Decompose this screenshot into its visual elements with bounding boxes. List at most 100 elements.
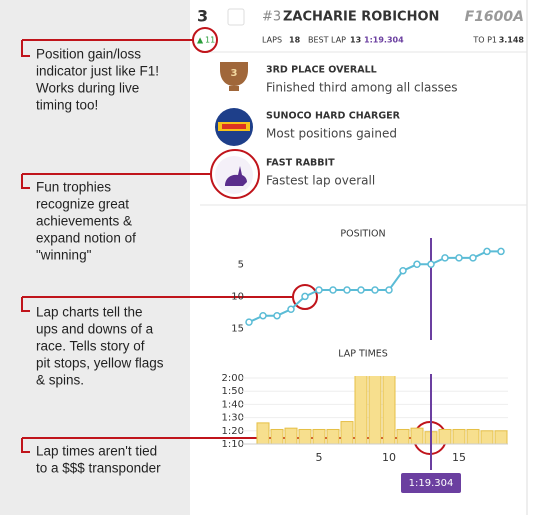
- bar: [396, 428, 410, 445]
- position-point: [385, 286, 393, 294]
- trophy-subtitle: Most positions gained: [266, 127, 397, 141]
- y-tick-label: 1:30: [222, 413, 244, 424]
- laps: 18: [289, 36, 301, 45]
- annotation: & spins.: [36, 373, 84, 388]
- bar: [256, 422, 270, 445]
- annotation: "winning": [36, 248, 92, 263]
- bar: [312, 428, 326, 445]
- chart-title: LAP TIMES: [338, 349, 388, 360]
- annotation: recognize great: [36, 197, 129, 212]
- callout-circle: [192, 27, 218, 53]
- annotation: timing too!: [36, 98, 98, 113]
- trophy-subtitle: Finished third among all classes: [266, 81, 457, 95]
- callout-bracket: [21, 40, 30, 57]
- annotation: Fun trophies: [36, 180, 111, 195]
- position-point: [287, 305, 295, 314]
- bar: [494, 430, 508, 445]
- position-point: [441, 254, 449, 262]
- bar: [270, 428, 284, 445]
- tooltip-box: [401, 473, 461, 493]
- annotation: Lap charts tell the: [36, 305, 143, 320]
- position-point: [427, 260, 435, 269]
- y-tick-label: 5: [238, 259, 244, 270]
- position: 3: [197, 7, 208, 26]
- position-point: [259, 311, 267, 320]
- y-tick-label: 1:10: [222, 439, 244, 450]
- position-point: [469, 254, 477, 262]
- position-point: [455, 254, 463, 262]
- position-point: [371, 286, 379, 294]
- annotation: Lap times aren't tied: [36, 444, 157, 459]
- y-tick-label: 1:40: [222, 399, 244, 410]
- annotation: race. Tells story of: [36, 339, 145, 354]
- bar: [410, 427, 424, 445]
- gain-arrow: ▲: [197, 36, 204, 45]
- trophy-icon: 3: [220, 62, 248, 91]
- position-point: [399, 266, 407, 275]
- position-point: [413, 260, 421, 269]
- annotation: ups and downs of a: [36, 322, 154, 337]
- bar: [368, 376, 382, 445]
- position-point: [329, 286, 337, 294]
- y-tick-label: 1:20: [222, 426, 244, 437]
- position-point: [357, 286, 365, 294]
- bar: [298, 428, 312, 445]
- bar: [326, 428, 340, 445]
- bar: [466, 428, 480, 445]
- bars: [256, 376, 508, 445]
- position-point: [301, 292, 309, 301]
- position-point: [273, 311, 281, 320]
- laps-label: LAPS: [262, 36, 282, 45]
- rabbit-icon: [215, 156, 253, 194]
- annotation: Position gain/loss: [36, 47, 141, 62]
- driver: ZACHARIE ROBICHON: [283, 10, 439, 25]
- bar: [382, 376, 396, 445]
- best-lap-label: BEST LAP: [308, 36, 346, 45]
- y-tick-label: 10: [231, 291, 244, 302]
- trophy-subtitle: Fastest lap overall: [266, 174, 375, 188]
- position-point: [315, 286, 323, 294]
- position-point: [483, 247, 491, 256]
- y-tick-label: 1:50: [222, 386, 244, 397]
- annotation-panel: [0, 0, 190, 515]
- best-lap-number: 13: [350, 36, 361, 45]
- expand-button[interactable]: [227, 8, 245, 26]
- chart-title: POSITION: [340, 229, 385, 240]
- annotation: achievements &: [36, 214, 132, 229]
- x-tick-label: 5: [316, 451, 323, 464]
- callout-bracket: [21, 438, 30, 453]
- trophy-badge: 3: [231, 68, 238, 79]
- best-lap-time: 1:19.304: [364, 36, 404, 45]
- trophy-title: SUNOCO HARD CHARGER: [266, 111, 401, 122]
- position-point: [497, 247, 505, 256]
- bar: [354, 376, 368, 445]
- x-tick-label: 10: [382, 451, 396, 464]
- annotation: Works during live: [36, 81, 139, 96]
- car-number: #3: [262, 10, 281, 25]
- bar: [340, 421, 354, 445]
- y-tick-label: 15: [231, 324, 244, 335]
- callout-bracket: [21, 297, 30, 312]
- annotation: indicator just like F1!: [36, 64, 159, 79]
- to-p1: 3.148: [499, 36, 525, 45]
- callout-circle: [292, 284, 318, 310]
- bar: [284, 427, 298, 445]
- trophy-title: 3RD PLACE OVERALL: [266, 65, 377, 76]
- trophy-title: FAST RABBIT: [266, 158, 335, 169]
- annotation: expand notion of: [36, 231, 136, 246]
- gain: 11: [205, 36, 215, 45]
- tooltip: 1:19.304: [409, 478, 454, 489]
- callout-circle: [210, 149, 260, 199]
- class: F1600A: [465, 9, 524, 25]
- position-point: [245, 318, 253, 326]
- to-p1-label: TO P1: [472, 36, 497, 45]
- y-tick-label: 2:00: [222, 373, 244, 384]
- sunoco-icon: [215, 108, 253, 146]
- bar: [480, 430, 494, 445]
- callout-bracket: [21, 174, 30, 189]
- bar: [452, 428, 466, 445]
- bar: [438, 428, 452, 445]
- annotation: pit stops, yellow flags: [36, 356, 164, 371]
- annotation: to a $$$ transponder: [36, 461, 161, 476]
